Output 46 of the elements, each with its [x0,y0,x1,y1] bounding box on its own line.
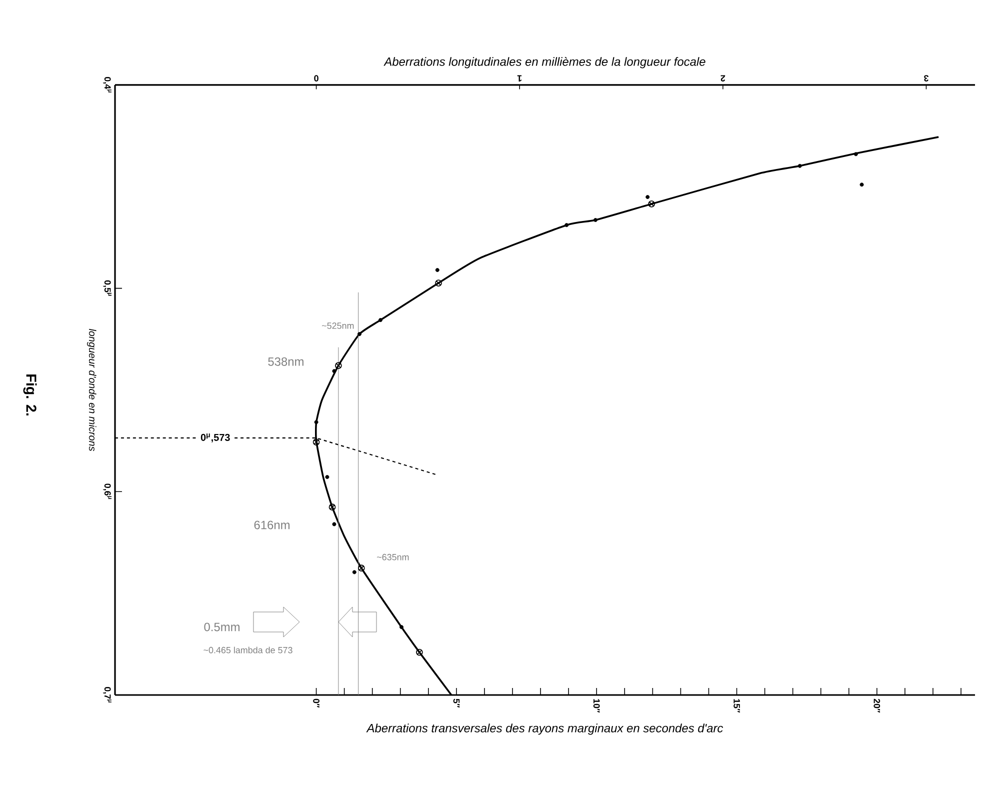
point [798,164,802,168]
x-tick-label: 10″ [593,699,600,713]
annotation: ~635nm [377,554,409,560]
x2-axis-title: Aberrations longitudinales en millièmes de la longueur focale [384,56,706,68]
x-tick-label: 20″ [874,698,880,713]
point [312,438,320,446]
point [358,564,365,572]
annotation: ~525nm [322,322,354,329]
point [332,369,336,374]
y-tick-label: 0,4$^{μ}$ [103,77,112,92]
point [416,648,423,656]
x2-tick-label: 2 [720,75,726,82]
point [854,152,858,156]
x-tick-label: 15″ [734,699,740,713]
annotation: 0.5mm [204,622,240,632]
y-tick-label: 0,6$^{μ}$ [103,484,112,500]
point [435,280,442,286]
x2-tick-label: 3 [924,75,929,82]
point [334,362,342,370]
y-tick-label: 0,7$^{μ}$ [103,687,112,702]
point [352,570,356,574]
point [860,182,864,187]
point [564,223,569,228]
annotation: 0$^{μ}$,573 [200,434,230,442]
y-axis-title: longueur d'onde en microns [87,328,96,452]
annotation: ~0.465 lambda de 573 [204,646,292,654]
annotation: 538nm [268,357,304,366]
point [646,195,650,200]
point [593,218,598,222]
point [399,625,404,630]
point [357,332,362,336]
text: Fig. 2. [23,374,37,416]
x-tick-label: 5″ [453,698,460,708]
point [314,420,318,424]
x-tick-label: 0″ [313,698,320,708]
x2-tick-label: 0 [314,75,318,82]
point [435,268,440,272]
point [325,475,330,480]
point [332,522,336,526]
y-tick-label: 0,5$^{μ}$ [103,280,112,296]
point [378,318,382,322]
x-axis-title: Aberrations transversales des rayons marginaux en secondes d'arc [366,724,724,735]
annotation: 616nm [254,520,290,530]
x2-tick-label: 1 [517,75,522,82]
point [328,504,336,511]
point [648,200,655,208]
